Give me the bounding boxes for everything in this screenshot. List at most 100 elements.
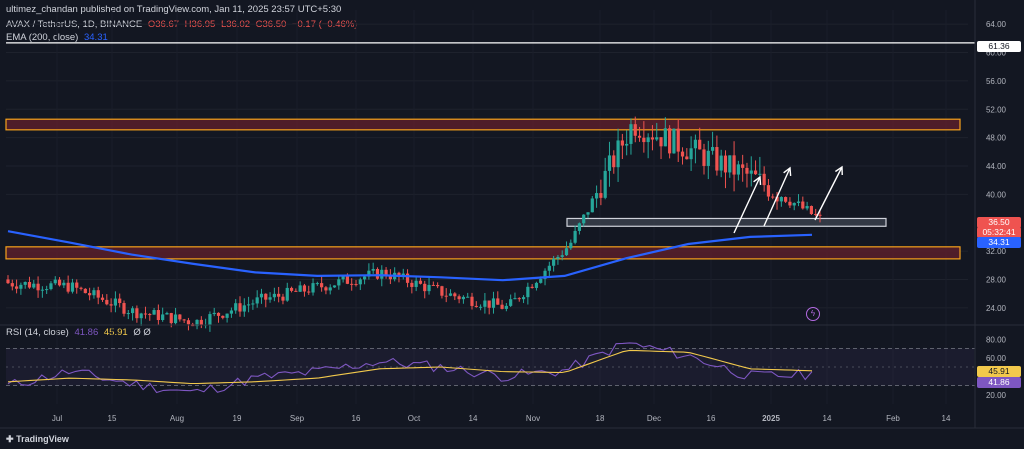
price-tick-label: 56.00 (986, 77, 1007, 86)
candle-body (62, 282, 66, 286)
candle-body (148, 314, 152, 316)
candle-body (88, 293, 92, 296)
price-tick-label: 44.00 (986, 162, 1007, 171)
candle-body (552, 258, 556, 266)
candle-body (633, 124, 637, 136)
candle-body (629, 124, 633, 144)
price-tick-label: 32.00 (986, 247, 1007, 256)
rsi-band-fill (6, 348, 974, 386)
candle-body (143, 313, 148, 315)
tradingview-logo[interactable]: ✚ TradingView (6, 434, 69, 445)
candle-body (470, 296, 474, 306)
candle-body (710, 147, 715, 151)
rsi-tick-label: 60.00 (986, 354, 1007, 363)
rsi-tick-label: 20.00 (986, 391, 1007, 400)
candle-body (255, 297, 259, 304)
candle-body (573, 230, 577, 243)
candle-body (577, 223, 582, 231)
candle-body (659, 137, 663, 147)
candle-body (586, 212, 590, 215)
candle-body (122, 303, 126, 314)
candle-body (341, 276, 345, 280)
candle-body (410, 282, 414, 287)
candle-body (324, 287, 328, 291)
candle-body (693, 139, 698, 149)
candle-body (264, 293, 268, 300)
candle-body (680, 151, 685, 157)
candle-body (332, 285, 337, 288)
ema-legend-value: 34.31 (83, 32, 108, 43)
candle-body (427, 284, 431, 292)
candle-body (457, 296, 461, 300)
candle-body (612, 155, 616, 168)
candle-body (732, 155, 736, 175)
time-tick-label: 15 (108, 414, 117, 423)
candle-body (436, 285, 440, 287)
candle-body (83, 288, 87, 294)
candle-body (478, 306, 483, 308)
candle-body (272, 293, 276, 298)
candle-body (105, 299, 109, 305)
candle-body (706, 150, 710, 166)
arrow-head (783, 166, 792, 177)
candle-body (556, 256, 560, 259)
time-tick-label: Oct (408, 414, 421, 423)
candle-body (195, 319, 199, 327)
candle-body (672, 128, 676, 154)
candle-body (161, 314, 165, 321)
candle-body (500, 304, 504, 309)
candle-body (702, 149, 706, 166)
candle-body (251, 303, 255, 305)
ema-legend[interactable]: EMA (200, close) 34.31 (6, 32, 111, 43)
candle-body (75, 282, 79, 288)
candle-body (268, 297, 272, 300)
tv-logo-icon: ✚ (6, 434, 14, 444)
candle-body (156, 310, 160, 321)
candle-body (49, 283, 53, 290)
candle-body (766, 185, 771, 197)
candle-body (521, 297, 526, 300)
time-tick-label: Aug (170, 414, 184, 423)
candle-body (242, 305, 246, 312)
candle-body (139, 313, 143, 319)
candle-body (440, 286, 444, 296)
candle-body (350, 283, 354, 285)
candle-body (118, 298, 122, 304)
lightning-icon[interactable]: ϟ (806, 307, 820, 321)
candle-body (814, 214, 818, 216)
candle-body (367, 270, 371, 277)
time-tick-label: Nov (526, 414, 540, 423)
candle-body (560, 255, 564, 257)
candle-body (135, 308, 139, 319)
candle-body (405, 273, 410, 283)
candle-body (762, 173, 766, 186)
candle-body (225, 313, 229, 318)
tv-logo-text: TradingView (16, 434, 69, 444)
candle-body (92, 290, 96, 296)
candle-body (311, 283, 315, 293)
candle-body (79, 287, 83, 289)
trend-arrow (733, 176, 761, 234)
candle-body (642, 137, 646, 143)
arrow-head (835, 165, 843, 176)
candle-body (19, 284, 23, 289)
rsi-tag: 41.86 (977, 377, 1021, 388)
rsi-legend[interactable]: RSI (14, close) 41.86 45.91 Ø Ø (6, 327, 154, 338)
candle-body (650, 137, 655, 140)
candle-body (281, 296, 285, 301)
price-tick-label: 60.00 (986, 49, 1007, 58)
candle-body (689, 148, 693, 160)
price-tick-label: 52.00 (986, 105, 1007, 114)
candle-body (491, 298, 496, 308)
rsi-panel (6, 342, 975, 394)
candle-body (448, 293, 453, 296)
candle-body (165, 313, 169, 315)
candle-body (320, 283, 324, 288)
candle-body (784, 197, 788, 202)
candle-body (358, 279, 362, 285)
candle-body (212, 312, 216, 315)
candle-body (788, 201, 792, 206)
rsi-line (7, 342, 813, 394)
candle-body (539, 278, 543, 283)
